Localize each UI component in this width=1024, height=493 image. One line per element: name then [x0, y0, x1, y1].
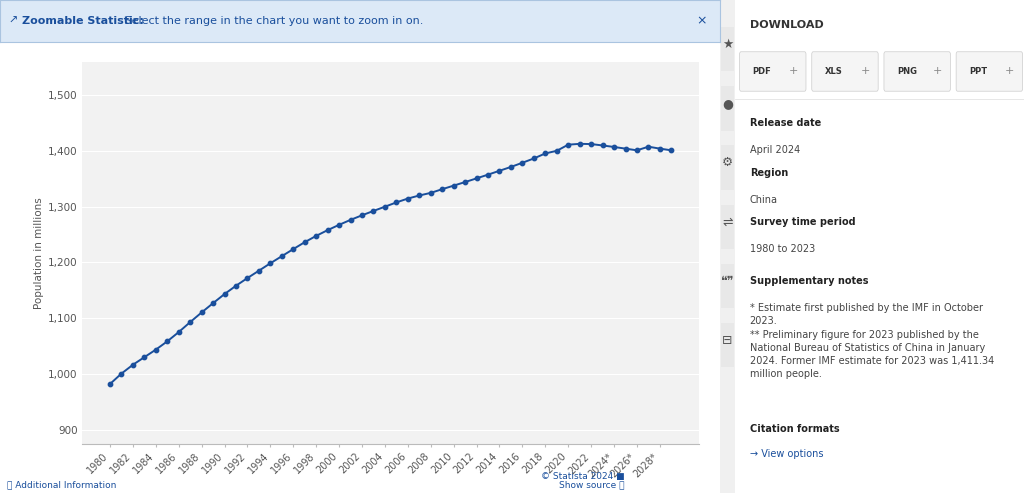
Point [251, 267, 267, 275]
Text: Survey time period: Survey time period [750, 217, 855, 227]
Point [445, 182, 462, 190]
Bar [721, 27, 733, 71]
Text: ⊟: ⊟ [722, 334, 733, 347]
Text: ⓘ Additional Information: ⓘ Additional Information [7, 480, 117, 489]
Point [423, 189, 439, 197]
Text: Citation formats: Citation formats [750, 424, 840, 434]
Point [354, 211, 371, 219]
Point [377, 203, 393, 211]
Point [640, 143, 656, 151]
Point [664, 146, 680, 154]
Point [273, 252, 290, 260]
Point [651, 144, 668, 152]
Point [308, 232, 325, 240]
Point [457, 178, 473, 186]
Bar [721, 205, 733, 249]
Point [101, 380, 118, 388]
Point [434, 185, 451, 193]
FancyBboxPatch shape [884, 52, 950, 91]
Text: April 2024: April 2024 [750, 145, 800, 155]
Point [331, 221, 347, 229]
Text: ⚙: ⚙ [722, 156, 733, 169]
Text: ⇌: ⇌ [722, 215, 733, 228]
Text: © Statista 2024 ■: © Statista 2024 ■ [541, 472, 625, 481]
Point [136, 353, 153, 361]
Text: → View options: → View options [750, 449, 823, 458]
Point [297, 238, 313, 246]
Point [182, 318, 199, 326]
Point [216, 290, 232, 298]
FancyBboxPatch shape [956, 52, 1023, 91]
Text: +: + [933, 67, 942, 76]
FancyBboxPatch shape [739, 52, 806, 91]
Bar [721, 86, 733, 131]
Text: Show source ⓘ: Show source ⓘ [559, 480, 625, 489]
Point [594, 141, 610, 149]
Point [606, 143, 623, 151]
Text: Release date: Release date [750, 118, 821, 128]
Y-axis label: Population in millions: Population in millions [34, 197, 44, 309]
Text: ×: × [696, 14, 708, 28]
Point [492, 167, 508, 175]
Text: PPT: PPT [969, 67, 987, 76]
Point [114, 370, 130, 378]
Point [411, 192, 427, 200]
Text: DOWNLOAD: DOWNLOAD [750, 20, 823, 30]
Point [399, 195, 416, 203]
Text: PNG: PNG [897, 67, 916, 76]
Point [549, 147, 565, 155]
Bar [721, 145, 733, 190]
Point [285, 245, 301, 253]
Point [205, 299, 221, 307]
Point [525, 154, 542, 162]
Text: PDF: PDF [753, 67, 771, 76]
Point [147, 346, 164, 353]
Point [319, 226, 336, 234]
Point [159, 337, 175, 345]
Point [342, 216, 358, 224]
Point [617, 144, 634, 152]
Text: +: + [788, 67, 798, 76]
Text: Supplementary notes: Supplementary notes [750, 276, 868, 286]
Point [366, 207, 382, 215]
Point [388, 199, 404, 207]
FancyBboxPatch shape [812, 52, 879, 91]
Point [227, 282, 244, 290]
Point [629, 146, 645, 154]
Point [571, 140, 588, 148]
Point [514, 159, 530, 167]
Point [480, 171, 497, 178]
Point [503, 163, 519, 171]
Point [560, 141, 577, 148]
Point [194, 309, 210, 317]
Text: ❝❞: ❝❞ [721, 275, 734, 287]
Text: ↗: ↗ [8, 16, 18, 26]
Point [538, 149, 554, 157]
Point [125, 361, 141, 369]
Text: +: + [860, 67, 869, 76]
Text: ●: ● [722, 97, 733, 110]
Text: Region: Region [750, 168, 787, 177]
Text: Zoomable Statistic:: Zoomable Statistic: [22, 16, 143, 26]
Text: * Estimate first published by the IMF in October
2023.
** Preliminary figure for: * Estimate first published by the IMF in… [750, 303, 994, 379]
Text: ★: ★ [722, 38, 733, 51]
Bar [721, 264, 733, 308]
Point [468, 175, 484, 182]
Text: 1980 to 2023: 1980 to 2023 [750, 244, 815, 254]
Point [171, 328, 187, 336]
Point [240, 274, 256, 282]
Text: Select the range in the chart you want to zoom in on.: Select the range in the chart you want t… [121, 16, 423, 26]
Text: XLS: XLS [824, 67, 843, 76]
Text: China: China [750, 195, 777, 205]
Point [262, 259, 279, 267]
Bar [721, 323, 733, 367]
Text: +: + [1005, 67, 1014, 76]
Point [583, 140, 599, 148]
